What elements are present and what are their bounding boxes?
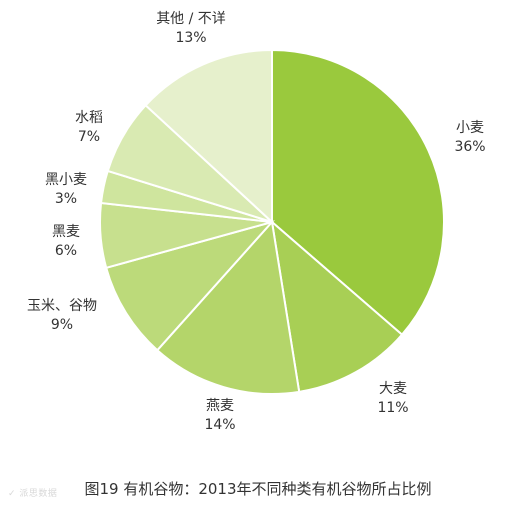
slice-value-label: 36%	[454, 139, 485, 155]
slice-value-label: 6%	[55, 243, 77, 259]
slice-value-label: 14%	[204, 417, 235, 433]
slice-category-label: 小麦	[456, 120, 484, 136]
chart-caption: 图19 有机谷物：2013年不同种类有机谷物所占比例	[84, 480, 432, 498]
pie-slice-0	[271, 48, 445, 337]
watermark-logo: ✓ 派思数据	[8, 489, 58, 499]
slice-category-label: 水稻	[75, 110, 103, 126]
slice-category-label: 黑小麦	[45, 172, 87, 188]
pie-slice-7	[144, 48, 273, 225]
pie-slice-3	[104, 220, 276, 352]
pie-slice-1	[270, 219, 404, 393]
slice-category-label: 燕麦	[206, 398, 234, 414]
slice-value-label: 11%	[377, 400, 408, 416]
slice-category-label: 大麦	[379, 381, 407, 397]
slice-category-label: 其他 / 不详	[156, 11, 226, 27]
slice-value-label: 3%	[55, 191, 77, 207]
slice-value-label: 9%	[51, 317, 73, 333]
slice-value-label: 7%	[78, 129, 100, 145]
slice-category-label: 黑麦	[52, 224, 80, 240]
slice-category-label: 玉米、谷物	[27, 298, 97, 314]
slice-value-label: 13%	[175, 30, 206, 46]
pie-slice-2	[155, 219, 301, 395]
